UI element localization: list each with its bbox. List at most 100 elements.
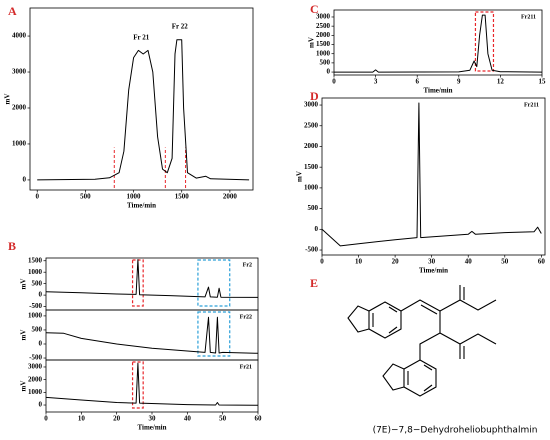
x-tick-label: 60 [255, 415, 263, 423]
x-tick-label: 0 [320, 258, 324, 266]
x-tick-label: 40 [465, 258, 473, 266]
y-axis-label: mV [20, 381, 28, 392]
chemical-structure [347, 285, 497, 397]
chromatogram-line [321, 102, 542, 247]
highlight-box [474, 11, 495, 72]
y-tick-label: 2000 [28, 375, 43, 383]
chromatogram-line [45, 316, 259, 354]
highlight-box [197, 259, 231, 307]
x-tick-label: 9 [457, 78, 461, 86]
x-tick-label: 50 [501, 258, 509, 266]
y-tick-label: 1000 [12, 140, 27, 148]
y-tick-label: -500 [29, 354, 42, 362]
fraction-label: Fr211 [524, 102, 539, 108]
panel-letter: A [8, 4, 17, 18]
y-axis-label: mV [20, 279, 28, 290]
ring [403, 359, 437, 397]
y-tick-label: 500 [320, 58, 331, 66]
y-axis-label: mV [296, 171, 304, 182]
vinyl [400, 299, 441, 312]
y-tick-label: 2500 [316, 22, 331, 30]
x-tick-label: 10 [78, 415, 86, 423]
y-tick-label: 0 [39, 340, 43, 348]
y-tick-label: 0 [39, 401, 43, 409]
y-tick-label: 0 [39, 291, 43, 299]
x-tick-label: 6 [415, 78, 419, 86]
panel-letter: D [310, 89, 319, 103]
fraction-label: Fr21 [240, 364, 252, 370]
highlight-box [197, 311, 231, 357]
x-tick-label: 0 [332, 78, 336, 86]
bond [423, 384, 433, 392]
x-tick-label: 500 [80, 193, 91, 201]
y-axis-label: mV [4, 94, 12, 105]
y-tick-label: 1000 [28, 268, 43, 276]
x-tick-label: 3 [374, 78, 378, 86]
y-tick-label: 1500 [28, 256, 43, 264]
peak-label: Fr 22 [172, 23, 189, 31]
dioxole [347, 305, 370, 333]
compound-name: (7E)−7,8−Dehydroheliobuphthalmin [373, 426, 538, 436]
y-axis-label: mV [20, 330, 28, 341]
y-tick-label: 500 [32, 326, 43, 334]
x-tick-label: 2000 [223, 193, 238, 201]
y-tick-label: 1000 [316, 49, 331, 57]
y-tick-label: 1000 [304, 184, 319, 192]
y-tick-label: 3000 [304, 101, 319, 109]
panel-letter: C [310, 2, 319, 16]
y-tick-label: -500 [305, 246, 318, 254]
plot-frame [45, 257, 259, 311]
y-tick-label: 3000 [12, 68, 27, 76]
dioxole [382, 363, 405, 391]
x-tick-label: 20 [113, 415, 121, 423]
chromatogram-line [45, 259, 259, 298]
fraction-label: Fr22 [240, 314, 252, 320]
ester [459, 299, 497, 311]
ester [459, 333, 497, 345]
peak-label: Fr 21 [133, 33, 150, 41]
x-tick-label: 0 [35, 193, 39, 201]
y-tick-label: 2500 [304, 121, 319, 129]
y-tick-label: 500 [308, 204, 319, 212]
bond [388, 306, 398, 313]
highlight-box [131, 361, 144, 409]
y-tick-label: 2000 [12, 104, 27, 112]
x-tick-label: 60 [538, 258, 546, 266]
ester [439, 285, 461, 312]
y-tick-label: 2000 [316, 31, 331, 39]
y-tick-label: 3000 [28, 363, 43, 371]
x-tick-label: 30 [149, 415, 157, 423]
x-tick-label: 20 [392, 258, 400, 266]
x-tick-label: 40 [184, 415, 192, 423]
x-axis-label: Time/min [137, 424, 166, 432]
methylene [419, 332, 441, 360]
y-axis-label: mV [308, 37, 316, 48]
y-tick-label: 0 [327, 68, 331, 76]
chromatogram-line [334, 14, 543, 73]
y-tick-label: 1500 [304, 163, 319, 171]
y-tick-label: 1000 [28, 388, 43, 396]
chromatogram-line [37, 39, 250, 181]
y-tick-label: 0 [23, 176, 27, 184]
x-tick-label: 0 [44, 415, 48, 423]
x-axis-label: Time/min [423, 87, 452, 95]
bond [420, 304, 438, 315]
x-tick-label: 15 [539, 78, 547, 86]
x-tick-label: 1500 [175, 193, 190, 201]
plot-frame [29, 7, 254, 191]
bond [388, 326, 398, 334]
y-tick-label: -500 [29, 302, 42, 310]
x-axis-label: Time/min [127, 202, 156, 210]
x-tick-label: 30 [428, 258, 436, 266]
plot-frame [321, 97, 546, 256]
x-axis-label: Time/min [419, 267, 448, 275]
bond [423, 364, 433, 371]
chromatogram-line [45, 362, 259, 406]
x-tick-label: 12 [497, 78, 505, 86]
y-tick-label: 1000 [28, 312, 43, 320]
x-tick-label: 50 [219, 415, 227, 423]
y-tick-label: 1500 [316, 40, 331, 48]
x-tick-label: 1000 [127, 193, 142, 201]
